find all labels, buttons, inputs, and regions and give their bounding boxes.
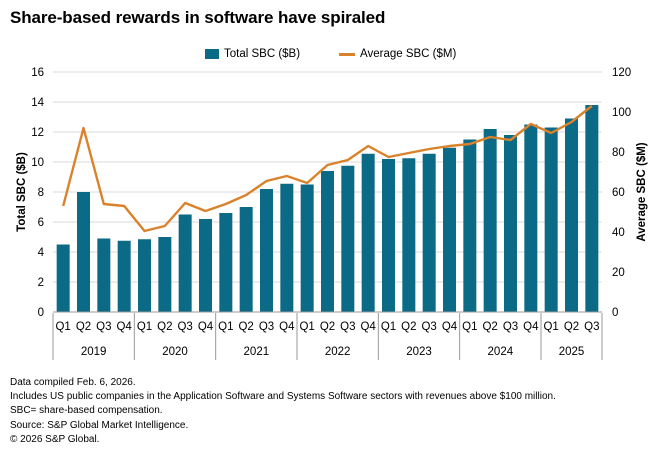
footnote-source: Source: S&P Global Market Intelligence. bbox=[10, 419, 189, 431]
y-tick-label-right: 20 bbox=[612, 267, 625, 279]
bar-total-sbc bbox=[239, 207, 253, 312]
bar-total-sbc bbox=[219, 213, 233, 312]
footnote-scope: Includes US public companies in the Appl… bbox=[10, 391, 556, 403]
x-tick-label-quarter: Q1 bbox=[137, 321, 152, 333]
y-tick-label-right: 80 bbox=[612, 147, 625, 159]
bar-total-sbc bbox=[300, 184, 314, 312]
x-tick-label-quarter: Q2 bbox=[401, 321, 416, 333]
y-tick-label-left: 12 bbox=[31, 127, 44, 139]
x-tick-label-quarter: Q2 bbox=[320, 321, 335, 333]
legend-item-average-sbc: Average SBC ($M) bbox=[339, 48, 456, 60]
y-axis-title-right: Average SBC ($M) bbox=[636, 142, 648, 241]
x-group-label-year: 2021 bbox=[244, 346, 270, 358]
x-tick-label-quarter: Q2 bbox=[76, 321, 91, 333]
bar-total-sbc bbox=[382, 159, 395, 312]
x-group-label-year: 2023 bbox=[406, 346, 432, 358]
x-tick-label-quarter: Q1 bbox=[299, 321, 314, 333]
x-tick-label-quarter: Q1 bbox=[55, 321, 70, 333]
x-tick-label-quarter: Q1 bbox=[218, 321, 233, 333]
x-tick-label-quarter: Q4 bbox=[523, 321, 539, 333]
footnotes: Data compiled Feb. 6, 2026. Includes US … bbox=[10, 376, 556, 447]
y-tick-label-left: 2 bbox=[38, 277, 44, 289]
x-tick-label-quarter: Q1 bbox=[543, 321, 558, 333]
x-group-label-year: 2020 bbox=[162, 346, 188, 358]
bar-total-sbc bbox=[565, 118, 578, 312]
legend-label-total-sbc: Total SBC ($B) bbox=[224, 48, 301, 60]
legend-label-average-sbc: Average SBC ($M) bbox=[360, 48, 457, 60]
legend-swatch-bar bbox=[205, 49, 219, 59]
bar-total-sbc bbox=[402, 158, 416, 312]
bar-total-sbc bbox=[463, 139, 477, 312]
x-tick-label-quarter: Q2 bbox=[238, 321, 253, 333]
y-tick-label-left: 8 bbox=[38, 187, 44, 199]
y-tick-label-left: 4 bbox=[38, 247, 45, 259]
y-tick-label-right: 60 bbox=[612, 187, 625, 199]
x-tick-label-quarter: Q3 bbox=[96, 321, 111, 333]
bar-total-sbc bbox=[280, 183, 294, 312]
bar-total-sbc bbox=[77, 192, 90, 312]
y-tick-label-right: 40 bbox=[612, 227, 625, 239]
footnote-copyright: © 2026 S&P Global. bbox=[10, 433, 100, 445]
x-group-label-year: 2025 bbox=[559, 346, 585, 358]
x-tick-label-quarter: Q1 bbox=[381, 321, 396, 333]
y-tick-label-left: 6 bbox=[38, 217, 44, 229]
x-tick-label-quarter: Q4 bbox=[360, 321, 376, 333]
footnote-date: Data compiled Feb. 6, 2026. bbox=[10, 377, 136, 388]
x-tick-label-quarter: Q3 bbox=[584, 321, 599, 333]
bar-total-sbc bbox=[138, 239, 151, 312]
y-tick-label-left: 0 bbox=[38, 307, 44, 319]
bar-total-sbc bbox=[361, 153, 375, 312]
x-tick-label-quarter: Q3 bbox=[259, 321, 274, 333]
x-group-label-year: 2024 bbox=[488, 346, 514, 358]
bar-total-sbc bbox=[117, 240, 131, 312]
x-tick-label-quarter: Q2 bbox=[564, 321, 579, 333]
bar-total-sbc bbox=[199, 219, 212, 312]
bar-total-sbc bbox=[524, 124, 538, 312]
legend-swatch-line bbox=[339, 52, 355, 56]
x-tick-label-quarter: Q3 bbox=[177, 321, 192, 333]
line-average-sbc bbox=[62, 105, 593, 233]
bar-total-sbc bbox=[260, 189, 273, 312]
bar-total-sbc bbox=[97, 238, 111, 312]
bar-total-sbc bbox=[422, 153, 436, 312]
bar-total-sbc bbox=[504, 135, 517, 312]
y-tick-label-right: 100 bbox=[612, 107, 631, 119]
chart-legend: Total SBC ($B) Average SBC ($M) bbox=[0, 48, 660, 64]
legend-item-total-sbc: Total SBC ($B) bbox=[205, 48, 300, 60]
sbc-chart: 0 2 4 6 8 10 12 14 16 0 20 40 60 80 100 120 Q1 Q2 Q3 Q4 Q1 Q2… bbox=[16, 67, 648, 360]
x-tick-label-quarter: Q3 bbox=[340, 321, 355, 333]
x-group-label-year: 2022 bbox=[325, 346, 351, 358]
x-tick-label-quarter: Q4 bbox=[442, 321, 458, 333]
bar-total-sbc bbox=[544, 127, 558, 312]
x-tick-label-quarter: Q2 bbox=[157, 321, 172, 333]
x-tick-label-quarter: Q3 bbox=[503, 321, 518, 333]
y-axis-title-left: Total SBC ($B) bbox=[16, 152, 28, 232]
y-tick-label-right: 120 bbox=[612, 67, 631, 79]
x-group-label-year: 2019 bbox=[81, 346, 107, 358]
y-tick-label-left: 16 bbox=[31, 67, 44, 79]
bar-total-sbc bbox=[443, 147, 456, 312]
y-tick-label-right: 0 bbox=[612, 307, 618, 319]
bar-total-sbc bbox=[483, 129, 497, 312]
bar-total-sbc bbox=[178, 214, 192, 312]
chart-title: Share-based rewards in software have spi… bbox=[10, 8, 386, 27]
footnote-sbc-definition: SBC= share-based compensation. bbox=[10, 405, 163, 417]
x-tick-label-quarter: Q4 bbox=[198, 321, 214, 333]
y-tick-label-left: 14 bbox=[31, 97, 44, 109]
x-tick-label-quarter: Q3 bbox=[421, 321, 436, 333]
x-tick-label-quarter: Q4 bbox=[116, 321, 132, 333]
y-tick-label-left: 10 bbox=[31, 157, 44, 169]
bar-total-sbc bbox=[158, 237, 172, 312]
x-tick-label-quarter: Q1 bbox=[462, 321, 477, 333]
bar-total-sbc bbox=[585, 105, 599, 312]
bar-total-sbc bbox=[341, 165, 355, 312]
x-tick-label-quarter: Q2 bbox=[482, 321, 497, 333]
bar-total-sbc bbox=[321, 171, 334, 312]
x-tick-label-quarter: Q4 bbox=[279, 321, 295, 333]
bar-total-sbc bbox=[56, 244, 70, 312]
